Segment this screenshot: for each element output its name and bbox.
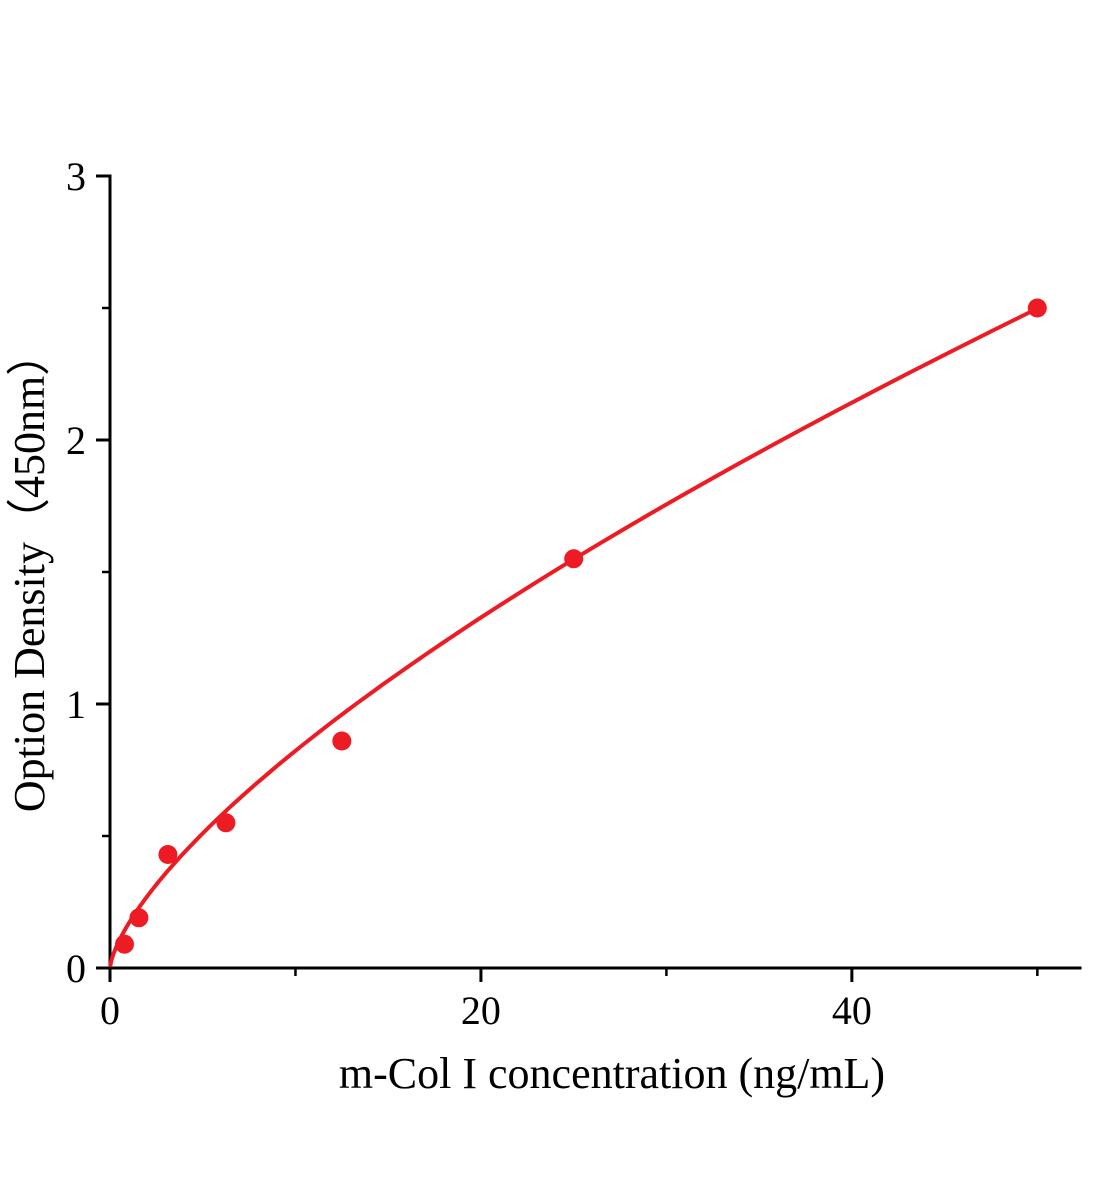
y-axis-title: Option Density（450nm） <box>5 332 54 812</box>
y-tick-label: 0 <box>66 946 86 991</box>
x-axis-title: m-Col I concentration (ng/mL) <box>339 1049 885 1098</box>
x-tick-label: 40 <box>832 988 872 1033</box>
data-point <box>158 845 178 864</box>
y-tick-label: 3 <box>66 154 86 199</box>
data-point <box>332 731 352 751</box>
data-point <box>1027 298 1047 318</box>
x-tick-label: 20 <box>461 988 501 1033</box>
plot-area: 0 20 40 0 1 2 3 <box>66 154 1082 1033</box>
y-tick-label: 1 <box>66 682 86 727</box>
data-point <box>216 813 236 833</box>
data-point <box>115 934 134 954</box>
x-tick-label: 0 <box>100 988 120 1033</box>
axis-spines <box>108 174 1082 970</box>
fit-curve <box>108 306 1040 967</box>
data-point <box>564 549 584 569</box>
data-point <box>129 908 149 928</box>
y-tick-label: 2 <box>66 418 86 463</box>
